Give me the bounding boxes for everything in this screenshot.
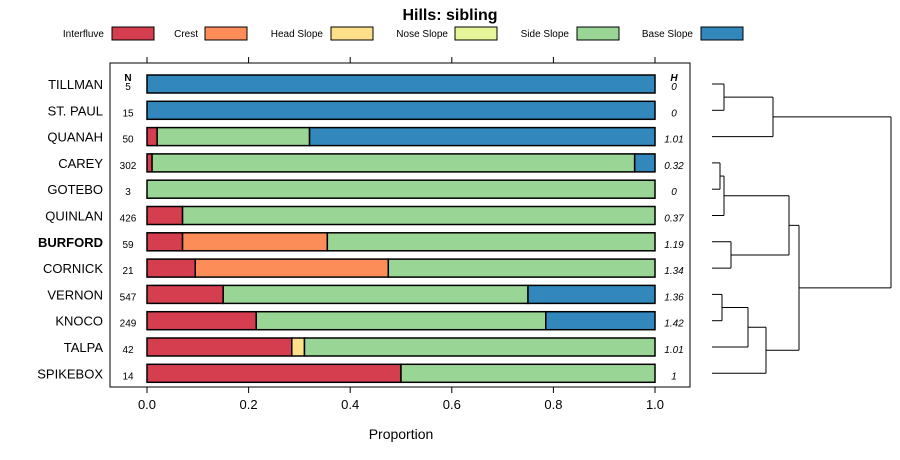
legend-label-head-slope: Head Slope (271, 29, 324, 40)
row-n-value: 59 (122, 240, 134, 251)
bar-segment (151, 153, 636, 173)
row-label: VERNON (47, 287, 103, 302)
h-header: H (670, 73, 678, 84)
row-label: BURFORD (38, 235, 103, 250)
bar-segment (400, 363, 656, 384)
row-h-value: 0 (671, 187, 677, 198)
dendrogram (712, 83, 892, 374)
legend-swatch-nose-slope (454, 26, 498, 41)
bar-segment (146, 232, 184, 252)
legend-label-side-slope: Side Slope (521, 29, 570, 40)
bar-segment (291, 337, 306, 357)
bar-segment (181, 205, 656, 226)
bar-segment (303, 337, 656, 357)
bar-segment (146, 179, 656, 199)
row-n-value: 50 (122, 135, 134, 146)
row-n-value: 3 (125, 187, 131, 198)
row-h-value: 1 (671, 371, 677, 382)
x-axis-title: Proportion (369, 426, 434, 442)
bar-segment (146, 363, 402, 384)
bar-segment (146, 100, 656, 121)
legend-label-nose-slope: Nose Slope (396, 29, 448, 40)
legend-swatch-interfluve (111, 26, 155, 41)
bar-segment (387, 258, 656, 278)
bar-segment (146, 310, 257, 331)
x-tick-label: 0.6 (443, 397, 461, 412)
bar-segment (326, 232, 656, 252)
bar-segment (146, 153, 153, 173)
row-label: QUINLAN (45, 209, 103, 224)
row-n-value: 547 (120, 292, 137, 303)
bar-segment (255, 310, 547, 331)
row-label: GOTEBO (47, 182, 103, 197)
x-tick-label: 0.8 (544, 397, 562, 412)
x-tick-label: 0.2 (240, 397, 258, 412)
row-n-value: 14 (122, 371, 134, 382)
bar-segment (308, 126, 656, 147)
row-label: CORNICK (43, 261, 103, 276)
bar-segment (527, 284, 656, 305)
row-h-value: 1.19 (664, 240, 684, 251)
row-label: ST. PAUL (48, 103, 103, 118)
row-label: KNOCO (55, 314, 103, 329)
row-n-value: 249 (120, 319, 137, 330)
row-label: TALPA (64, 340, 104, 355)
chart-title: Hills: sibling (402, 7, 497, 24)
bar-segment (181, 232, 329, 252)
row-h-value: 0.37 (664, 214, 684, 225)
row-label: SPIKEBOX (37, 366, 103, 381)
row-h-value: 1.42 (664, 319, 684, 330)
legend-swatch-side-slope (576, 26, 620, 41)
legend-label-crest: Crest (174, 29, 198, 40)
row-label: TILLMAN (48, 77, 103, 92)
bar-segment (146, 284, 224, 305)
row-label: CAREY (58, 156, 103, 171)
row-h-value: 1.34 (664, 266, 684, 277)
x-tick-label: 1.0 (646, 397, 664, 412)
row-h-value: 1.36 (664, 292, 684, 303)
legend-label-interfluve: Interfluve (63, 29, 105, 40)
bar-segment (222, 284, 529, 305)
row-h-value: 1.01 (664, 135, 683, 146)
legend: Interfluve Crest Head Slope Nose Slope Side … (63, 26, 744, 41)
legend-swatch-base-slope (700, 26, 744, 41)
plot-frame (109, 62, 691, 388)
row-n-value: 302 (120, 161, 137, 172)
row-h-value: 0.32 (664, 161, 684, 172)
bar-segment (633, 153, 656, 173)
x-tick-label: 0.0 (138, 397, 156, 412)
row-h-value: 0 (671, 108, 677, 119)
bar-segment (146, 205, 184, 226)
row-n-value: 5 (125, 82, 131, 93)
row-n-value: 42 (122, 345, 134, 356)
bar-segment (146, 258, 197, 278)
bar-segment (146, 74, 656, 94)
bar-segment (545, 310, 656, 331)
row-h-value: 1.01 (664, 345, 683, 356)
row-h-value: 0 (671, 82, 677, 93)
row-label: QUANAH (47, 130, 103, 145)
legend-swatch-head-slope (330, 26, 374, 41)
bar-segment (156, 126, 311, 147)
n-header: N (124, 73, 131, 84)
bar-segment (146, 126, 158, 147)
row-n-value: 21 (122, 266, 134, 277)
bar-segment (146, 337, 293, 357)
bar-segment (194, 258, 390, 278)
row-n-value: 426 (120, 214, 137, 225)
x-tick-label: 0.4 (341, 397, 359, 412)
legend-label-base-slope: Base Slope (642, 29, 694, 40)
legend-swatch-crest (204, 26, 248, 41)
row-n-value: 15 (122, 108, 134, 119)
